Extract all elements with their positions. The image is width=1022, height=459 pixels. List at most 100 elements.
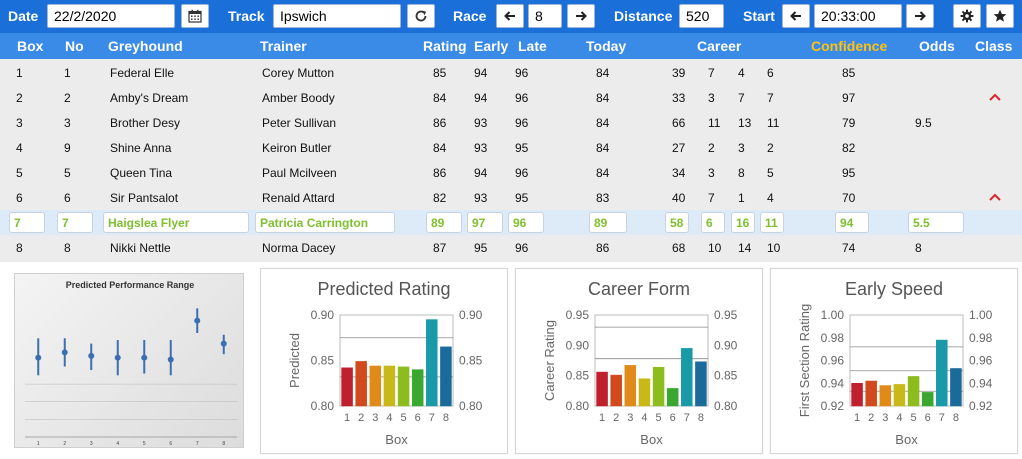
refresh-button[interactable]: [407, 4, 435, 28]
box-cell: 1: [16, 66, 23, 80]
career-wins-cell: 7: [708, 191, 715, 205]
late-cell: 96: [515, 66, 529, 80]
estimate-point: [35, 354, 42, 361]
today-cell[interactable]: 89: [589, 212, 627, 233]
start-label: Start: [743, 8, 775, 24]
rating-cell: 86: [433, 166, 447, 180]
table-row[interactable]: 7 7 Haigslea Flyer Patricia Carrington 89 97 9…: [0, 210, 1022, 235]
late-cell[interactable]: 96: [508, 212, 544, 233]
table-row[interactable]: 6 6 Sir Pantsalot Renald Attard 82 93 95 83 40 7 1…: [0, 185, 1022, 210]
y-tick-label: 0.85: [311, 354, 335, 368]
track-field[interactable]: [273, 4, 401, 28]
race-field[interactable]: [528, 4, 562, 28]
bar: [907, 376, 920, 407]
col-late-header[interactable]: Late: [518, 38, 547, 54]
career-thirds-cell: 11: [767, 116, 780, 130]
col-greyhound-header[interactable]: Greyhound: [108, 38, 183, 54]
table-row[interactable]: 8 8 Nikki Nettle Norma Dacey 87 95 96 86 68 10 14 1…: [0, 235, 1022, 260]
arrow-right-icon: [576, 11, 587, 21]
col-no-header[interactable]: No: [65, 38, 84, 54]
x-tick-label: 4: [896, 412, 902, 424]
trainer-cell[interactable]: Patricia Carrington: [255, 212, 395, 233]
career-thirds-cell[interactable]: 11: [760, 212, 784, 233]
career-seconds-cell: 13: [738, 116, 752, 130]
confidence-cell: 85: [842, 66, 856, 80]
table-row[interactable]: 5 5 Queen Tina Paul Mcilveen 86 94 96 84 34 3 8 5 95: [0, 160, 1022, 185]
x-tick-label: 5: [911, 412, 917, 424]
table-row[interactable]: 1 1 Federal Elle Corey Mutton 85 94 96 84 39 7 4 6 8…: [0, 60, 1022, 85]
box-cell: 4: [16, 141, 23, 155]
gear-icon: [960, 9, 974, 23]
no-cell[interactable]: 7: [57, 212, 93, 233]
career-thirds-cell: 4: [767, 191, 774, 205]
table-row[interactable]: 4 9 Shine Anna Keiron Butler 84 93 95 84 27 2 3 2 82: [0, 135, 1022, 160]
no-cell: 6: [64, 191, 71, 205]
bar: [397, 366, 410, 407]
y2-tick-label: 0.90: [459, 308, 483, 322]
table-row[interactable]: 3 3 Brother Desy Peter Sullivan 86 93 96 84 66 11…: [0, 110, 1022, 135]
y-tick-label: 0.90: [311, 308, 335, 322]
bar: [341, 367, 353, 407]
start-prev-button[interactable]: [782, 4, 810, 28]
bar: [695, 361, 707, 407]
confidence-cell[interactable]: 94: [835, 212, 869, 233]
col-box-header[interactable]: Box: [17, 38, 44, 54]
col-confidence-header[interactable]: Confidence: [811, 38, 888, 54]
career-wins-cell: 7: [708, 66, 715, 80]
career-starts-cell[interactable]: 58: [665, 212, 689, 233]
career-seconds-cell: 3: [738, 141, 745, 155]
bar: [666, 388, 679, 407]
x-tick-label: 7: [939, 412, 945, 424]
col-odds-header[interactable]: Odds: [919, 38, 955, 54]
start-time-field[interactable]: [814, 4, 902, 28]
predicted-rating-title: Predicted Rating: [317, 279, 451, 299]
greyhound-cell: Sir Pantsalot: [110, 191, 179, 205]
col-class-header[interactable]: Class: [975, 38, 1013, 54]
rating-cell[interactable]: 89: [426, 212, 462, 233]
late-cell: 95: [515, 141, 529, 155]
early-cell: 94: [474, 66, 488, 80]
x-tick-label: 8: [222, 441, 225, 447]
performance-range-title: Predicted Performance Range: [65, 280, 195, 290]
favorite-button[interactable]: [986, 4, 1014, 28]
settings-button[interactable]: [953, 4, 981, 28]
y2-tick-label: 0.95: [714, 308, 738, 322]
col-trainer-header[interactable]: Trainer: [260, 38, 307, 54]
no-cell: 5: [64, 166, 71, 180]
odds-cell[interactable]: 5.5: [908, 212, 964, 233]
distance-field[interactable]: [679, 4, 724, 28]
career-seconds-cell[interactable]: 16: [731, 212, 755, 233]
start-next-button[interactable]: [906, 4, 934, 28]
x-tick-label: 3: [627, 412, 633, 424]
x-tick-label: 7: [429, 412, 435, 424]
greyhound-cell[interactable]: Haigslea Flyer: [103, 212, 249, 233]
col-today-header[interactable]: Today: [586, 38, 627, 54]
bar: [681, 348, 693, 407]
box-cell: 8: [16, 241, 23, 255]
estimate-point: [61, 349, 68, 356]
trainer-cell: Peter Sullivan: [262, 116, 337, 130]
plot-area: [849, 314, 964, 407]
date-field[interactable]: [47, 4, 175, 28]
bar: [921, 392, 934, 407]
race-prev-button[interactable]: [496, 4, 524, 28]
y-tick-label: 0.85: [566, 369, 590, 383]
box-cell[interactable]: 7: [9, 212, 45, 233]
career-form-panel: Career Form 0.80 0.80 0.85 0.85 0.90 0.90 0.95…: [515, 268, 763, 454]
early-cell[interactable]: 97: [467, 212, 503, 233]
race-next-button[interactable]: [567, 4, 595, 28]
bar: [624, 365, 637, 407]
col-early-header[interactable]: Early: [474, 38, 509, 54]
col-rating-header[interactable]: Rating: [423, 38, 467, 54]
bar: [369, 365, 382, 407]
x-tick-label: 7: [684, 412, 690, 424]
col-career-header[interactable]: Career: [697, 38, 742, 54]
top-toolbar: Date Track Race Distance Start: [0, 0, 1022, 33]
x-tick-label: 3: [90, 441, 93, 447]
y2-tick-label: 0.98: [969, 331, 993, 345]
table-row[interactable]: 2 2 Amby's Dream Amber Boody 84 94 96 84 33 3 7 7 97: [0, 85, 1022, 110]
career-wins-cell: 10: [708, 241, 722, 255]
career-wins-cell[interactable]: 6: [701, 212, 725, 233]
career-seconds-cell: 7: [738, 91, 745, 105]
calendar-button[interactable]: [181, 4, 209, 28]
